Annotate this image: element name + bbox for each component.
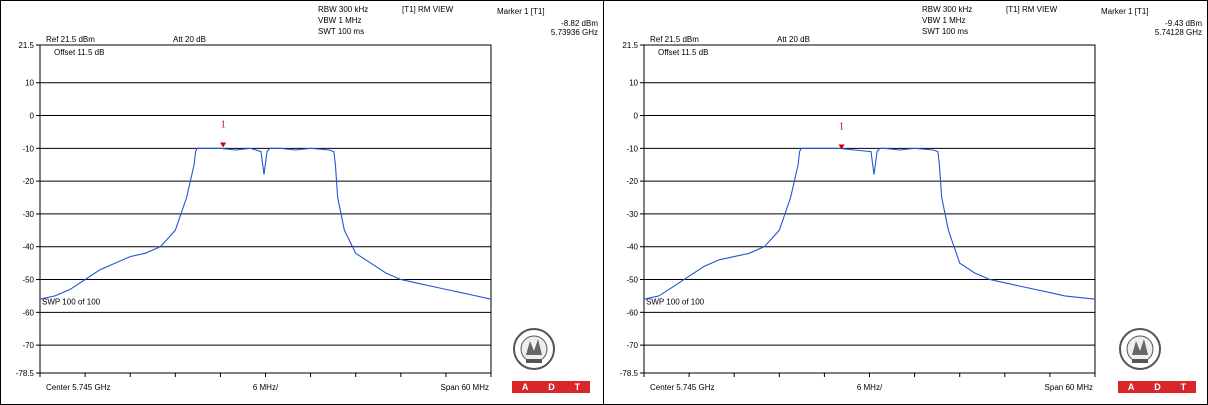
c1-swt-label: SWT 100 ms (922, 27, 968, 36)
c1-marker-freq: 5.74128 GHz (1155, 28, 1202, 37)
c1-ytick-label-5: -30 (626, 210, 638, 219)
c1-div-label: 6 MHz/ (857, 383, 883, 392)
c1-ytick-label-10: -78.5 (620, 369, 639, 378)
c0-vbw-label: VBW 1 MHz (318, 16, 362, 25)
c0-att-label: Att 20 dB (173, 35, 206, 44)
c1-plot-area (643, 44, 1096, 374)
c1-ytick-label-3: -10 (626, 144, 638, 153)
c1-offset-label: Offset 11.5 dB (658, 48, 708, 57)
c1-ytick-label-1: 10 (629, 79, 638, 88)
c0-ytick-label-7: -50 (22, 276, 34, 285)
c1-marker-title: Marker 1 [T1] (1101, 7, 1149, 16)
c0-ytick-label-3: -10 (22, 144, 34, 153)
c0-ytick-label-10: -78.5 (16, 369, 35, 378)
c1-trace-label: [T1] RM VIEW (1006, 5, 1058, 14)
c0-marker-point (220, 142, 227, 148)
c1-ytick-label-6: -40 (626, 243, 638, 252)
c1-marker-point (838, 144, 845, 150)
c1-center-label: Center 5.745 GHz (650, 383, 714, 392)
c1-ytick-label-2: 0 (634, 112, 639, 121)
c0-trace-label: [T1] RM VIEW (402, 5, 454, 14)
c0-sweep-label: SWP 100 of 100 (42, 297, 101, 306)
c0-ytick-label-1: 10 (25, 79, 34, 88)
c0-offset-label: Offset 11.5 dB (54, 48, 104, 57)
c1-ytick-label-8: -60 (626, 308, 638, 317)
panel-divider (603, 0, 604, 405)
c0-marker-level: -8.82 dBm (561, 19, 598, 28)
c0-marker-freq: 5.73936 GHz (551, 28, 598, 37)
c0-div-label: 6 MHz/ (253, 383, 279, 392)
c0-center-label: Center 5.745 GHz (46, 383, 110, 392)
c0-marker-number: 1 (221, 119, 226, 130)
c0-span-label: Span 60 MHz (441, 383, 489, 392)
c1-marker-number: 1 (839, 121, 844, 132)
c0-ref-label: Ref 21.5 dBm (46, 35, 95, 44)
c0-trace-line (39, 147, 492, 300)
c0-ytick-label-4: -20 (22, 177, 34, 186)
c0-ytick-label-5: -30 (22, 210, 34, 219)
c0-plot-area (39, 44, 492, 374)
c1-ref-label: Ref 21.5 dBm (650, 35, 699, 44)
c0-ytick-label-8: -60 (22, 308, 34, 317)
c0-swt-label: SWT 100 ms (318, 27, 364, 36)
c1-ytick-label-4: -20 (626, 177, 638, 186)
c0-ytick-label-2: 0 (30, 112, 35, 121)
c1-marker-level: -9.43 dBm (1165, 19, 1202, 28)
spectrum-chart-right: RBW 300 kHz VBW 1 MHz SWT 100 ms [T1] RM VI… (620, 5, 1203, 392)
c1-sweep-label: SWP 100 of 100 (646, 297, 705, 306)
c1-span-label: Span 60 MHz (1045, 383, 1093, 392)
c0-marker-title: Marker 1 [T1] (497, 7, 545, 16)
c1-ytick-label-9: -70 (626, 341, 638, 350)
c0-ytick-label-0: 21.5 (18, 41, 34, 50)
c0-ytick-label-6: -40 (22, 243, 34, 252)
c0-ytick-label-9: -70 (22, 341, 34, 350)
c0-rbw-label: RBW 300 kHz (318, 5, 368, 14)
spectrum-chart-left: RBW 300 kHz VBW 1 MHz SWT 100 ms [T1] RM VI… (16, 5, 599, 392)
c1-vbw-label: VBW 1 MHz (922, 16, 966, 25)
c1-att-label: Att 20 dB (777, 35, 810, 44)
c1-trace-line (643, 147, 1096, 300)
c1-rbw-label: RBW 300 kHz (922, 5, 972, 14)
c1-ytick-label-7: -50 (626, 276, 638, 285)
c1-ytick-label-0: 21.5 (622, 41, 638, 50)
